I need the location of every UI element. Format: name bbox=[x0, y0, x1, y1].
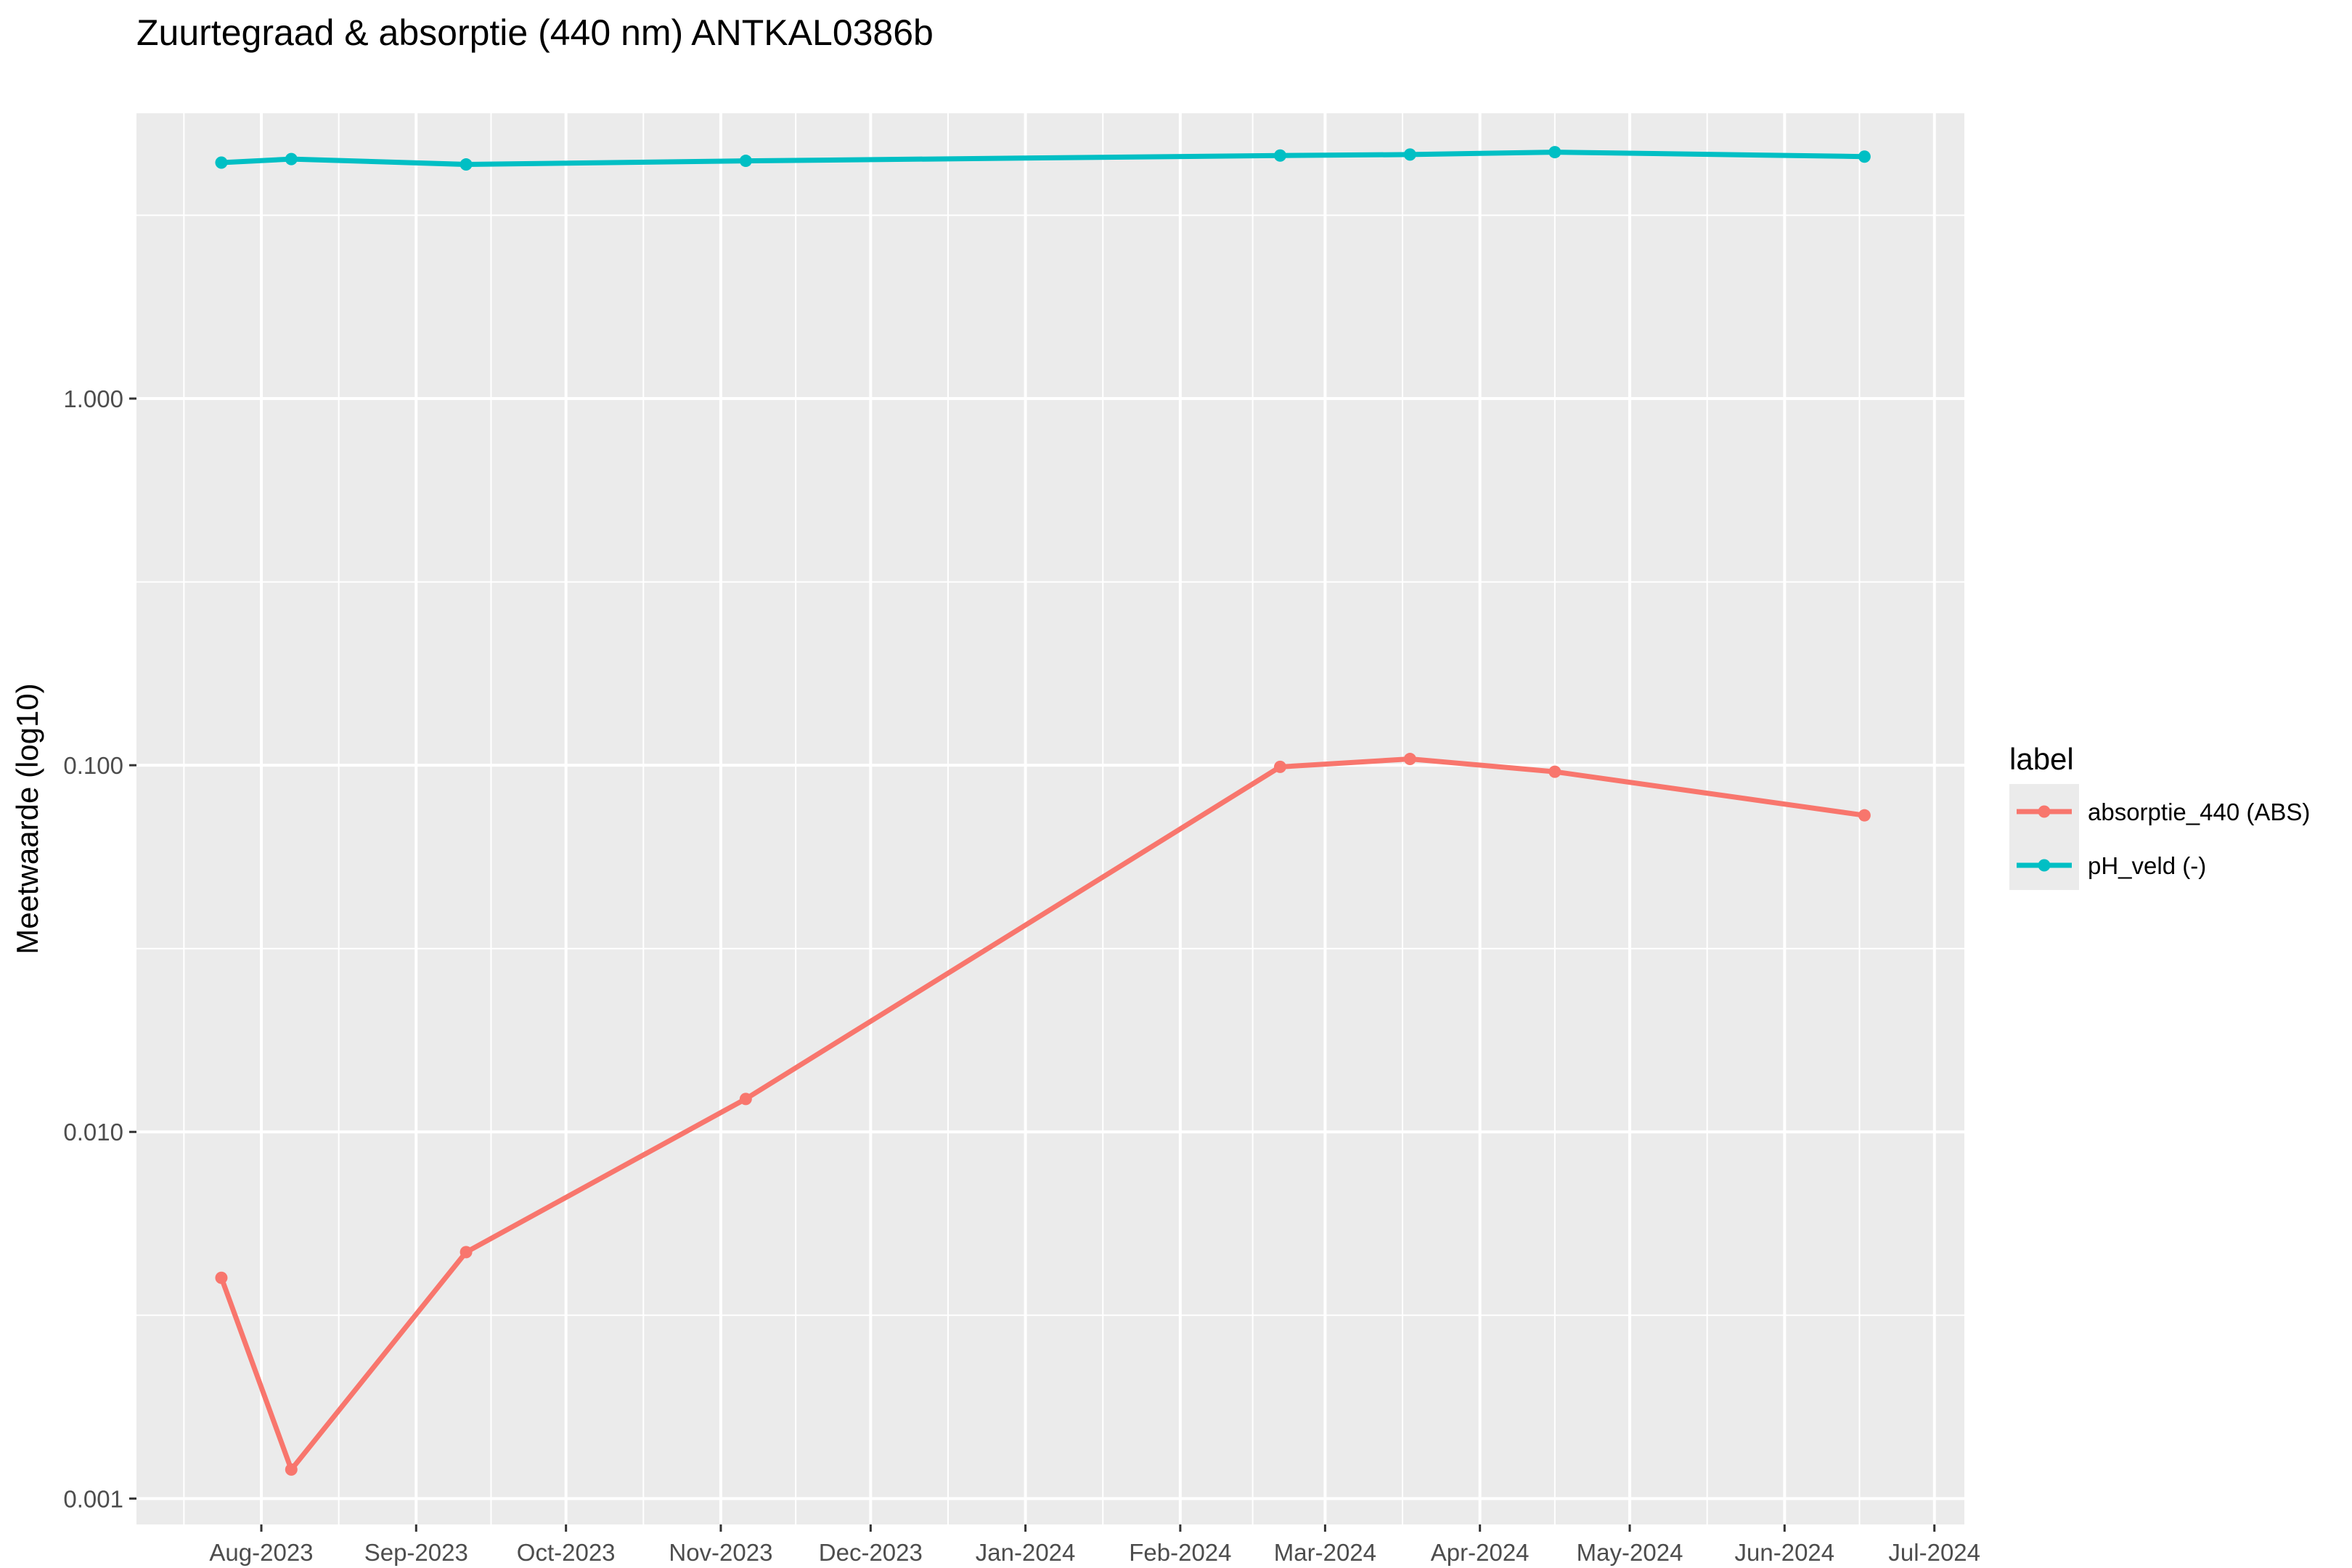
data-point bbox=[1548, 765, 1561, 778]
x-tick-label: Jan-2024 bbox=[976, 1539, 1076, 1566]
data-point bbox=[1858, 150, 1871, 163]
data-point bbox=[1403, 753, 1416, 766]
x-tick-label: Sep-2023 bbox=[364, 1539, 468, 1566]
x-tick-label: Feb-2024 bbox=[1129, 1539, 1231, 1566]
series-line bbox=[219, 756, 1867, 1472]
major-gridlines bbox=[136, 113, 1964, 1524]
legend-key-point bbox=[2038, 859, 2051, 872]
data-point bbox=[1858, 809, 1871, 822]
data-point bbox=[460, 158, 473, 171]
y-axis-label: Meetwaarde (log10) bbox=[10, 683, 44, 955]
data-point bbox=[739, 155, 752, 168]
data-point bbox=[1403, 148, 1416, 161]
series-layer bbox=[215, 146, 1871, 1476]
x-tick-label: May-2024 bbox=[1577, 1539, 1683, 1566]
legend-key-background bbox=[2009, 784, 2079, 890]
data-point bbox=[215, 1271, 228, 1284]
x-tick-label: Aug-2023 bbox=[209, 1539, 313, 1566]
minor-gridlines bbox=[136, 113, 1964, 1524]
x-tick-label: Dec-2023 bbox=[819, 1539, 923, 1566]
series-line bbox=[219, 150, 1867, 167]
legend-items: absorptie_440 (ABS) pH_veld (-) bbox=[2017, 799, 2310, 879]
y-tick-label: 0.100 bbox=[63, 752, 123, 779]
chart-title: Zuurtegraad & absorptie (440 nm) ANTKAL0… bbox=[136, 12, 934, 53]
x-tick-label: Mar-2024 bbox=[1274, 1539, 1376, 1566]
y-tick-label: 0.010 bbox=[63, 1119, 123, 1146]
legend: label absorptie_440 (ABS) pH_veld (-) bbox=[2009, 742, 2310, 890]
legend-label: absorptie_440 (ABS) bbox=[2088, 799, 2310, 825]
axes: Aug-2023 Sep-2023 Oct-2023 Nov-2023 Dec-2023… bbox=[63, 385, 1980, 1566]
data-point bbox=[1273, 149, 1286, 162]
x-tick-label: Apr-2024 bbox=[1431, 1539, 1530, 1566]
x-tick-label: Oct-2023 bbox=[517, 1539, 616, 1566]
data-point bbox=[1273, 760, 1286, 773]
data-point bbox=[460, 1246, 473, 1259]
y-tick-label: 0.001 bbox=[63, 1485, 123, 1512]
data-point bbox=[285, 1463, 298, 1476]
data-point bbox=[739, 1093, 752, 1106]
plot-panel bbox=[136, 113, 1964, 1524]
x-tick-label: Jul-2024 bbox=[1888, 1539, 1980, 1566]
legend-label: pH_veld (-) bbox=[2088, 852, 2206, 879]
data-point bbox=[215, 156, 228, 169]
data-point bbox=[285, 152, 298, 166]
y-tick-label: 1.000 bbox=[63, 385, 123, 412]
x-tick-label: Jun-2024 bbox=[1735, 1539, 1835, 1566]
data-point bbox=[1548, 146, 1561, 159]
x-tick-label: Nov-2023 bbox=[669, 1539, 772, 1566]
legend-title: label bbox=[2009, 742, 2074, 776]
legend-key-point bbox=[2038, 805, 2051, 818]
